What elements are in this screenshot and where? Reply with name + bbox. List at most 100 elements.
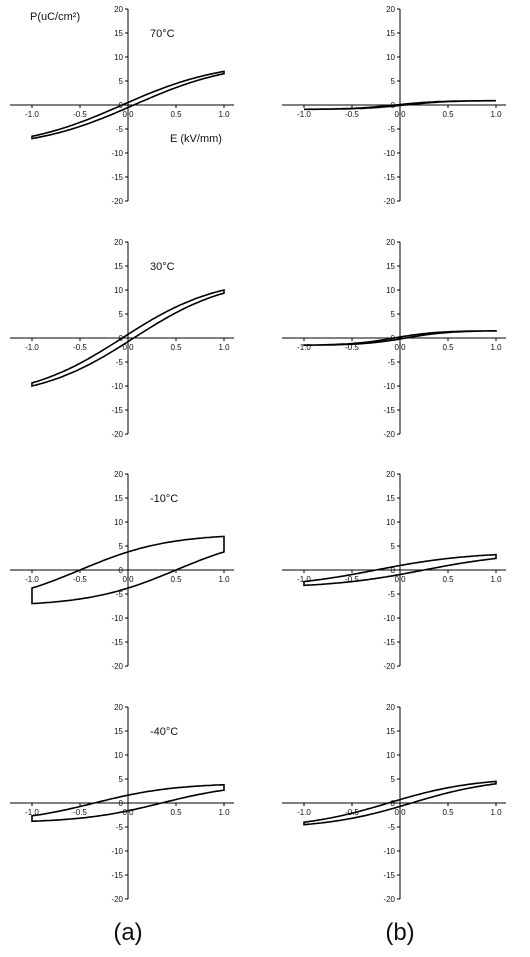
panel-label-a: (a) — [113, 919, 142, 946]
y-tick-label: -15 — [111, 173, 123, 182]
y-tick-label: 5 — [391, 310, 396, 319]
hysteresis-loop — [303, 330, 497, 346]
y-tick-label: 5 — [119, 310, 124, 319]
y-tick-label: -20 — [111, 197, 123, 206]
y-tick-label: 10 — [114, 286, 123, 295]
y-tick-label: 10 — [386, 286, 395, 295]
y-tick-label: 20 — [386, 238, 395, 247]
x-tick-label: 1.0 — [490, 110, 502, 119]
y-tick-label: -15 — [383, 638, 395, 647]
y-tick-label: 5 — [119, 542, 124, 551]
x-tick-label: -0.5 — [73, 110, 87, 119]
panel-label-b: (b) — [385, 919, 414, 946]
x-tick-label: -1.0 — [297, 808, 311, 817]
y-tick-label: -10 — [383, 847, 395, 856]
y-tick-label: 20 — [386, 703, 395, 712]
y-tick-label: -15 — [383, 173, 395, 182]
y-tick-label: -20 — [111, 430, 123, 439]
hysteresis-panel-a-4: -1.0 -0.5 0.0 0.5 1.0 20 15 10 5 0 -5 -10 -15 -20 -40°… — [10, 703, 234, 904]
hysteresis-panel-a-3: -1.0 -0.5 0.0 0.5 1.0 20 15 10 5 0 -5 -10 -15 -20 -10°… — [10, 470, 234, 671]
x-tick-label: -1.0 — [297, 110, 311, 119]
hysteresis-loop — [303, 553, 497, 587]
y-tick-label: 5 — [119, 775, 124, 784]
x-tick-label: 0.0 — [394, 343, 406, 352]
y-tick-label: -10 — [111, 382, 123, 391]
x-tick-label: 0.0 — [394, 575, 406, 584]
x-tick-label: -0.5 — [73, 343, 87, 352]
hysteresis-panel-b-3: -1.0 -0.5 0.0 0.5 1.0 20 15 10 5 0 -5 -10 -15 -20 — [282, 470, 506, 671]
x-tick-label: 1.0 — [218, 575, 230, 584]
x-tick-label: 0.0 — [122, 808, 134, 817]
y-tick-label: 15 — [114, 29, 123, 38]
x-tick-label: -1.0 — [297, 343, 311, 352]
y-tick-label: -15 — [111, 406, 123, 415]
x-tick-label: 1.0 — [218, 343, 230, 352]
x-tick-label: 0.0 — [122, 343, 134, 352]
y-tick-label: -5 — [116, 590, 124, 599]
y-tick-label: 0 — [391, 799, 396, 808]
x-tick-label: 0.5 — [442, 110, 454, 119]
y-tick-label: 10 — [114, 518, 123, 527]
x-tick-label: 0.0 — [394, 110, 406, 119]
temperature-label: -40°C — [150, 726, 178, 738]
temperature-label: 70°C — [150, 28, 175, 40]
hysteresis-loop — [31, 535, 225, 605]
y-tick-label: 15 — [114, 262, 123, 271]
y-axis-title: P(uC/cm²) — [30, 11, 80, 23]
hysteresis-loop — [304, 99, 496, 111]
x-tick-label: 1.0 — [490, 575, 502, 584]
x-tick-label: -0.5 — [345, 343, 359, 352]
y-tick-label: 20 — [386, 5, 395, 14]
y-tick-label: -15 — [383, 406, 395, 415]
x-tick-label: 0.0 — [394, 808, 406, 817]
y-tick-label: 20 — [114, 238, 123, 247]
y-tick-label: 5 — [391, 77, 396, 86]
y-tick-label: 20 — [114, 5, 123, 14]
temperature-label: 30°C — [150, 261, 175, 273]
x-tick-label: -1.0 — [25, 808, 39, 817]
y-tick-label: 15 — [386, 494, 395, 503]
x-tick-label: -1.0 — [25, 343, 39, 352]
y-tick-label: -20 — [383, 895, 395, 904]
y-tick-label: -5 — [388, 823, 396, 832]
y-tick-label: -5 — [388, 590, 396, 599]
y-tick-label: -20 — [111, 895, 123, 904]
y-tick-label: -10 — [383, 382, 395, 391]
x-tick-label: 1.0 — [490, 808, 502, 817]
y-tick-label: -20 — [383, 197, 395, 206]
x-tick-label: 1.0 — [490, 343, 502, 352]
x-tick-label: 0.5 — [170, 575, 182, 584]
x-tick-label: 1.0 — [218, 808, 230, 817]
y-tick-label: -10 — [383, 149, 395, 158]
x-tick-label: -1.0 — [25, 575, 39, 584]
y-tick-label: 10 — [114, 53, 123, 62]
y-tick-label: -5 — [388, 358, 396, 367]
y-tick-label: 15 — [386, 29, 395, 38]
y-tick-label: 20 — [114, 703, 123, 712]
y-tick-label: 10 — [114, 751, 123, 760]
y-tick-label: 10 — [386, 518, 395, 527]
x-tick-label: -1.0 — [25, 110, 39, 119]
y-tick-label: -5 — [116, 823, 124, 832]
y-tick-label: 10 — [386, 53, 395, 62]
y-tick-label: 20 — [114, 470, 123, 479]
x-tick-label: 0.0 — [122, 110, 134, 119]
x-tick-label: 0.5 — [442, 808, 454, 817]
y-tick-label: 0 — [119, 799, 124, 808]
y-tick-label: -10 — [111, 847, 123, 856]
x-tick-label: 0.5 — [170, 808, 182, 817]
x-tick-label: -0.5 — [73, 808, 87, 817]
y-tick-label: -20 — [111, 662, 123, 671]
y-tick-label: -10 — [111, 149, 123, 158]
hysteresis-loop — [31, 784, 225, 822]
y-tick-label: 15 — [114, 727, 123, 736]
y-tick-label: -15 — [111, 638, 123, 647]
x-tick-label: 0.5 — [170, 110, 182, 119]
hysteresis-loop — [31, 288, 225, 388]
y-tick-label: -5 — [388, 125, 396, 134]
